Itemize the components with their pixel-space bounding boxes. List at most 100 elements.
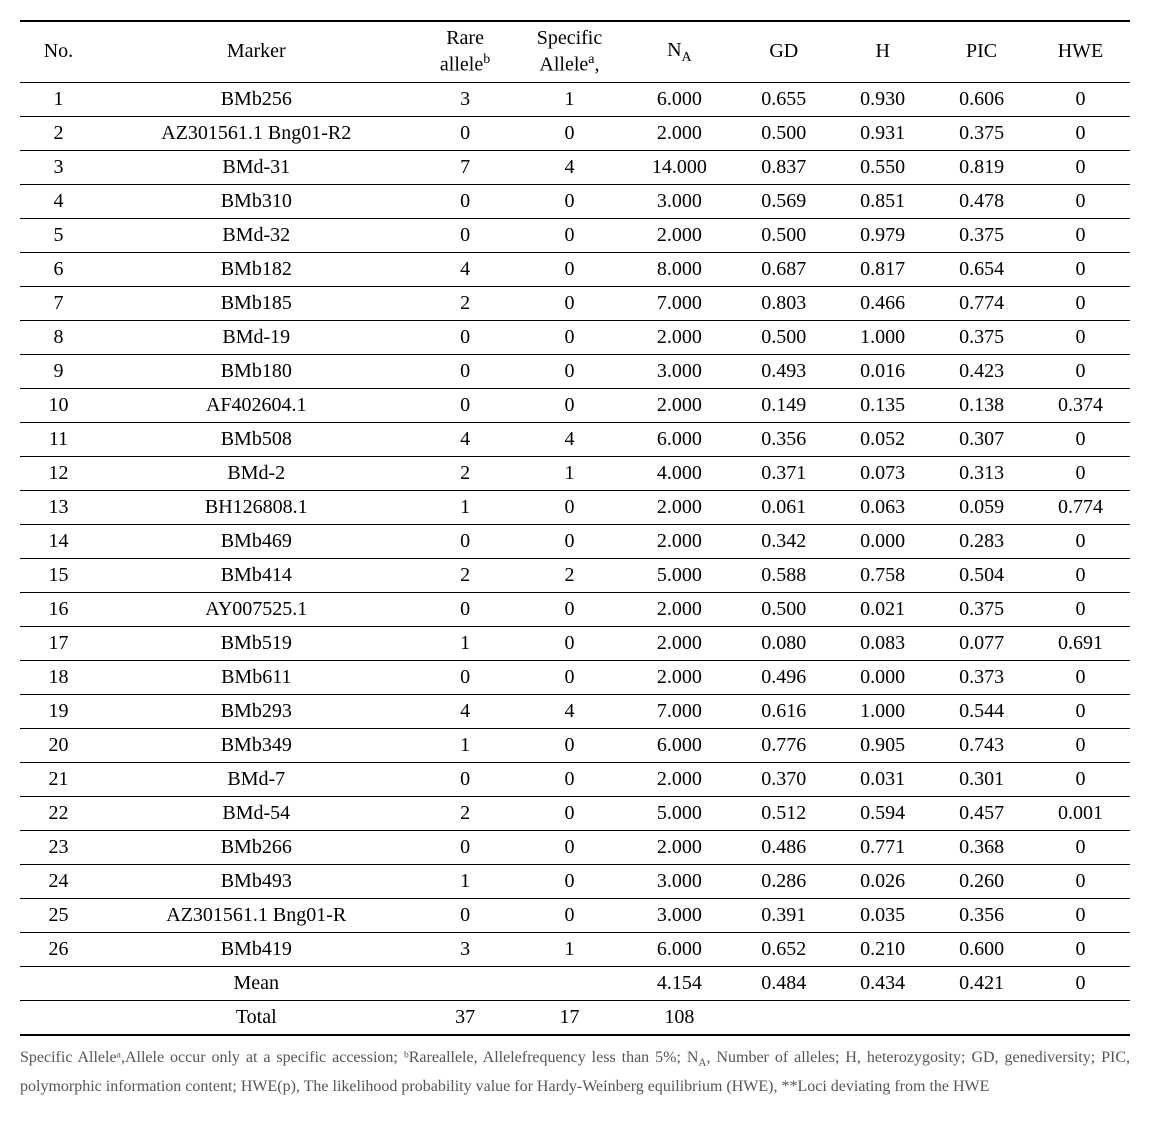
- cell-gd: 0.371: [734, 456, 833, 490]
- cell-mean-label: Mean: [97, 966, 416, 1000]
- col-header-rare-allele: Rare alleleb: [416, 21, 515, 82]
- cell-h: [833, 1000, 932, 1035]
- cell-specific-allele: 0: [515, 796, 625, 830]
- col-header-no: No.: [20, 21, 97, 82]
- cell-hwe: [1031, 1000, 1130, 1035]
- cell-no: 7: [20, 286, 97, 320]
- table-row: 9BMb180003.0000.4930.0160.4230: [20, 354, 1130, 388]
- cell-marker: BMb185: [97, 286, 416, 320]
- cell-hwe: 0: [1031, 728, 1130, 762]
- cell-h: 0.817: [833, 252, 932, 286]
- cell-no: 26: [20, 932, 97, 966]
- cell-marker: BMb508: [97, 422, 416, 456]
- cell-h: 0.434: [833, 966, 932, 1000]
- cell-marker: BMd-31: [97, 150, 416, 184]
- cell-gd: 0.803: [734, 286, 833, 320]
- cell-na: 2.000: [624, 218, 734, 252]
- cell-na: 2.000: [624, 388, 734, 422]
- table-row: 12BMd-2214.0000.3710.0730.3130: [20, 456, 1130, 490]
- cell-no: 24: [20, 864, 97, 898]
- cell-pic: 0.774: [932, 286, 1031, 320]
- cell-hwe: 0: [1031, 354, 1130, 388]
- footnote-part1: Specific Alleleᵃ,Allele occur only at a …: [20, 1049, 687, 1066]
- specific-allele-tail: ,: [595, 54, 600, 76]
- cell-marker: BMd-19: [97, 320, 416, 354]
- cell-h: 0.026: [833, 864, 932, 898]
- cell-pic: 0.457: [932, 796, 1031, 830]
- cell-hwe: 0: [1031, 82, 1130, 116]
- cell-specific-allele: 0: [515, 762, 625, 796]
- cell-hwe: 0: [1031, 320, 1130, 354]
- cell-rare-allele: 4: [416, 694, 515, 728]
- table-row: 22BMd-54205.0000.5120.5940.4570.001: [20, 796, 1130, 830]
- cell-gd: 0.837: [734, 150, 833, 184]
- cell-marker: BMb419: [97, 932, 416, 966]
- cell-specific-allele: 0: [515, 354, 625, 388]
- cell-gd: 0.486: [734, 830, 833, 864]
- cell-gd: 0.687: [734, 252, 833, 286]
- cell-rare-allele: 0: [416, 762, 515, 796]
- cell-gd: 0.484: [734, 966, 833, 1000]
- cell-na: 6.000: [624, 728, 734, 762]
- cell-gd: 0.776: [734, 728, 833, 762]
- cell-h: 0.016: [833, 354, 932, 388]
- cell-specific-allele: 0: [515, 388, 625, 422]
- cell-pic: 0.423: [932, 354, 1031, 388]
- cell-rare-allele: 2: [416, 796, 515, 830]
- cell-specific-allele: 0: [515, 898, 625, 932]
- cell-marker: AF402604.1: [97, 388, 416, 422]
- cell-marker: BMb493: [97, 864, 416, 898]
- cell-rare-allele: 7: [416, 150, 515, 184]
- cell-no: 6: [20, 252, 97, 286]
- cell-marker: BMb469: [97, 524, 416, 558]
- cell-rare-allele: 37: [416, 1000, 515, 1035]
- cell-specific-allele: [515, 966, 625, 1000]
- footnote-na-prefix: N: [687, 1049, 699, 1066]
- cell-specific-allele: 0: [515, 218, 625, 252]
- cell-gd: 0.342: [734, 524, 833, 558]
- rare-allele-sup: b: [483, 52, 490, 67]
- cell-specific-allele: 1: [515, 456, 625, 490]
- table-row: 3BMd-317414.0000.8370.5500.8190: [20, 150, 1130, 184]
- cell-pic: 0.077: [932, 626, 1031, 660]
- cell-marker: BMd-7: [97, 762, 416, 796]
- cell-rare-allele: 1: [416, 728, 515, 762]
- cell-marker: AZ301561.1 Bng01-R: [97, 898, 416, 932]
- cell-h: 0.931: [833, 116, 932, 150]
- col-header-marker: Marker: [97, 21, 416, 82]
- cell-h: 0.000: [833, 660, 932, 694]
- table-row: 21BMd-7002.0000.3700.0310.3010: [20, 762, 1130, 796]
- cell-rare-allele: 0: [416, 388, 515, 422]
- cell-pic: 0.421: [932, 966, 1031, 1000]
- cell-no: 5: [20, 218, 97, 252]
- cell-specific-allele: 1: [515, 932, 625, 966]
- cell-hwe: 0: [1031, 592, 1130, 626]
- cell-specific-allele: 0: [515, 320, 625, 354]
- cell-no: 22: [20, 796, 97, 830]
- cell-rare-allele: 0: [416, 660, 515, 694]
- table-row: 4BMb310003.0000.5690.8510.4780: [20, 184, 1130, 218]
- cell-no: 2: [20, 116, 97, 150]
- cell-hwe: 0.691: [1031, 626, 1130, 660]
- cell-hwe: 0: [1031, 558, 1130, 592]
- cell-rare-allele: 0: [416, 524, 515, 558]
- cell-specific-allele: 17: [515, 1000, 625, 1035]
- cell-marker: AZ301561.1 Bng01-R2: [97, 116, 416, 150]
- cell-marker: BMb349: [97, 728, 416, 762]
- cell-hwe: 0: [1031, 218, 1130, 252]
- table-row: 20BMb349106.0000.7760.9050.7430: [20, 728, 1130, 762]
- cell-pic: 0.356: [932, 898, 1031, 932]
- cell-h: 0.905: [833, 728, 932, 762]
- cell-gd: 0.149: [734, 388, 833, 422]
- cell-pic: 0.478: [932, 184, 1031, 218]
- cell-na: 7.000: [624, 694, 734, 728]
- table-row: 6BMb182408.0000.6870.8170.6540: [20, 252, 1130, 286]
- cell-gd: 0.061: [734, 490, 833, 524]
- table-row: 5BMd-32002.0000.5000.9790.3750: [20, 218, 1130, 252]
- specific-allele-line2: Allele: [539, 54, 588, 76]
- cell-specific-allele: 4: [515, 150, 625, 184]
- cell-h: 0.000: [833, 524, 932, 558]
- cell-rare-allele: 0: [416, 218, 515, 252]
- cell-na: 5.000: [624, 558, 734, 592]
- rare-allele-line2: allele: [440, 54, 483, 76]
